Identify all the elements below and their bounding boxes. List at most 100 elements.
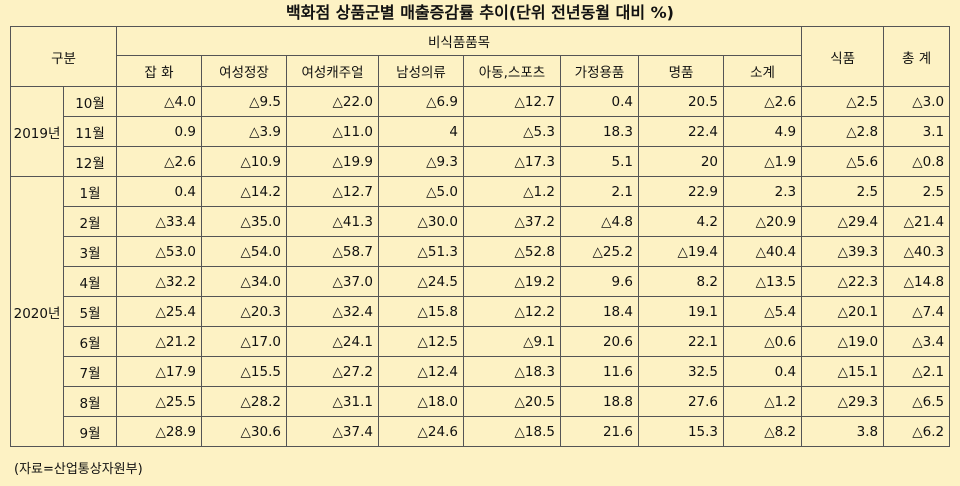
value-cell: △24.6 [378, 416, 464, 447]
value-cell: △12.7 [463, 86, 561, 117]
value-cell: 22.1 [638, 326, 724, 357]
value-cell: 2.1 [560, 176, 639, 207]
value-cell: 2.5 [883, 176, 951, 207]
month-cell: 1월 [63, 176, 117, 207]
value-cell: △5.6 [801, 146, 885, 177]
month-cell: 2월 [63, 206, 117, 237]
value-cell: △1.9 [722, 146, 803, 177]
value-cell: 0.4 [560, 86, 639, 117]
value-cell: △1.2 [722, 386, 803, 417]
value-cell: 21.6 [560, 416, 639, 447]
value-cell: △54.0 [201, 236, 287, 267]
value-cell: △0.6 [722, 326, 803, 357]
value-cell: △18.5 [463, 416, 561, 447]
value-cell: 4 [378, 116, 464, 147]
category-header: 소계 [722, 55, 803, 87]
value-cell: 22.4 [638, 116, 724, 147]
value-cell: 9.6 [560, 266, 639, 297]
year-cell: 2020년 [10, 176, 64, 447]
value-cell: △37.2 [463, 206, 561, 237]
value-cell: 18.4 [560, 296, 639, 327]
value-cell: △3.4 [883, 326, 951, 357]
value-cell: △22.3 [801, 266, 885, 297]
value-cell: △2.6 [116, 146, 202, 177]
value-cell: △12.4 [378, 356, 464, 387]
value-cell: △2.6 [722, 86, 803, 117]
group-header: 구분 [10, 26, 117, 87]
value-cell: △15.5 [201, 356, 287, 387]
source-note: (자료=산업통상자원부) [14, 462, 143, 477]
value-cell: 8.2 [638, 266, 724, 297]
value-cell: △14.8 [883, 266, 951, 297]
nonfood-header: 비식품품목 [115, 26, 803, 56]
value-cell: △5.4 [722, 296, 803, 327]
value-cell: △17.0 [201, 326, 287, 357]
value-cell: 4.9 [722, 116, 803, 147]
value-cell: 3.1 [883, 116, 951, 147]
value-cell: △21.2 [116, 326, 202, 357]
value-cell: 32.5 [638, 356, 724, 387]
value-cell: 20.6 [560, 326, 639, 357]
category-header: 여성정장 [201, 55, 287, 87]
table-row: 5월 △25.4 △20.3 △32.4 △15.8 △12.2 18.4 19.1 △5.4 △… [11, 296, 951, 327]
value-cell: △52.8 [463, 236, 561, 267]
value-cell: △14.2 [201, 176, 287, 207]
value-cell: △22.0 [286, 86, 379, 117]
value-cell: △9.3 [378, 146, 464, 177]
value-cell: △31.1 [286, 386, 379, 417]
value-cell: △28.9 [116, 416, 202, 447]
value-cell: △24.5 [378, 266, 464, 297]
value-cell: 2.3 [722, 176, 803, 207]
value-cell: △19.0 [801, 326, 885, 357]
category-header: 아동,스포츠 [463, 55, 561, 87]
category-header: 잡 화 [116, 55, 202, 87]
value-cell: △19.9 [286, 146, 379, 177]
month-cell: 10월 [63, 86, 117, 117]
food-header: 식품 [801, 26, 885, 87]
value-cell: △3.0 [883, 86, 951, 117]
value-cell: △25.4 [116, 296, 202, 327]
value-cell: △40.4 [722, 236, 803, 267]
table-title: 백화점 상품군별 매출증감률 추이(단위 전년동월 대비 %) [286, 3, 674, 22]
category-header: 명품 [638, 55, 724, 87]
value-cell: △17.3 [463, 146, 561, 177]
value-cell: △32.2 [116, 266, 202, 297]
value-cell: △21.4 [883, 206, 951, 237]
value-cell: △34.0 [201, 266, 287, 297]
table-row: 4월 △32.2 △34.0 △37.0 △24.5 △19.2 9.6 8.2 △13.5 △2… [11, 266, 951, 297]
value-cell: △6.9 [378, 86, 464, 117]
value-cell: △2.5 [801, 86, 885, 117]
value-cell: △24.1 [286, 326, 379, 357]
month-cell: 7월 [63, 356, 117, 387]
value-cell: △4.8 [560, 206, 639, 237]
table-row: 6월 △21.2 △17.0 △24.1 △12.5 △9.1 20.6 22.1 △0.6 △1… [11, 326, 951, 357]
month-cell: 9월 [63, 416, 117, 447]
value-cell: △41.3 [286, 206, 379, 237]
year-cell: 2019년 [10, 86, 64, 177]
value-cell: △15.1 [801, 356, 885, 387]
value-cell: 0.9 [116, 116, 202, 147]
value-cell: △29.4 [801, 206, 885, 237]
month-cell: 6월 [63, 326, 117, 357]
value-cell: △33.4 [116, 206, 202, 237]
value-cell: 18.8 [560, 386, 639, 417]
value-cell: △20.9 [722, 206, 803, 237]
value-cell: 22.9 [638, 176, 724, 207]
value-cell: △40.3 [883, 236, 951, 267]
category-header: 여성캐주얼 [286, 55, 379, 87]
value-cell: △51.3 [378, 236, 464, 267]
value-cell: △5.3 [463, 116, 561, 147]
value-cell: △10.9 [201, 146, 287, 177]
table-row: 3월 △53.0 △54.0 △58.7 △51.3 △52.8 △25.2 △19.4 △40… [11, 236, 951, 267]
value-cell: △58.7 [286, 236, 379, 267]
value-cell: △32.4 [286, 296, 379, 327]
value-cell: △9.5 [201, 86, 287, 117]
value-cell: 4.2 [638, 206, 724, 237]
category-header: 가정용품 [560, 55, 639, 87]
value-cell: 15.3 [638, 416, 724, 447]
value-cell: △0.8 [883, 146, 951, 177]
value-cell: △39.3 [801, 236, 885, 267]
value-cell: △9.1 [463, 326, 561, 357]
value-cell: 2.5 [801, 176, 885, 207]
value-cell: △20.3 [201, 296, 287, 327]
